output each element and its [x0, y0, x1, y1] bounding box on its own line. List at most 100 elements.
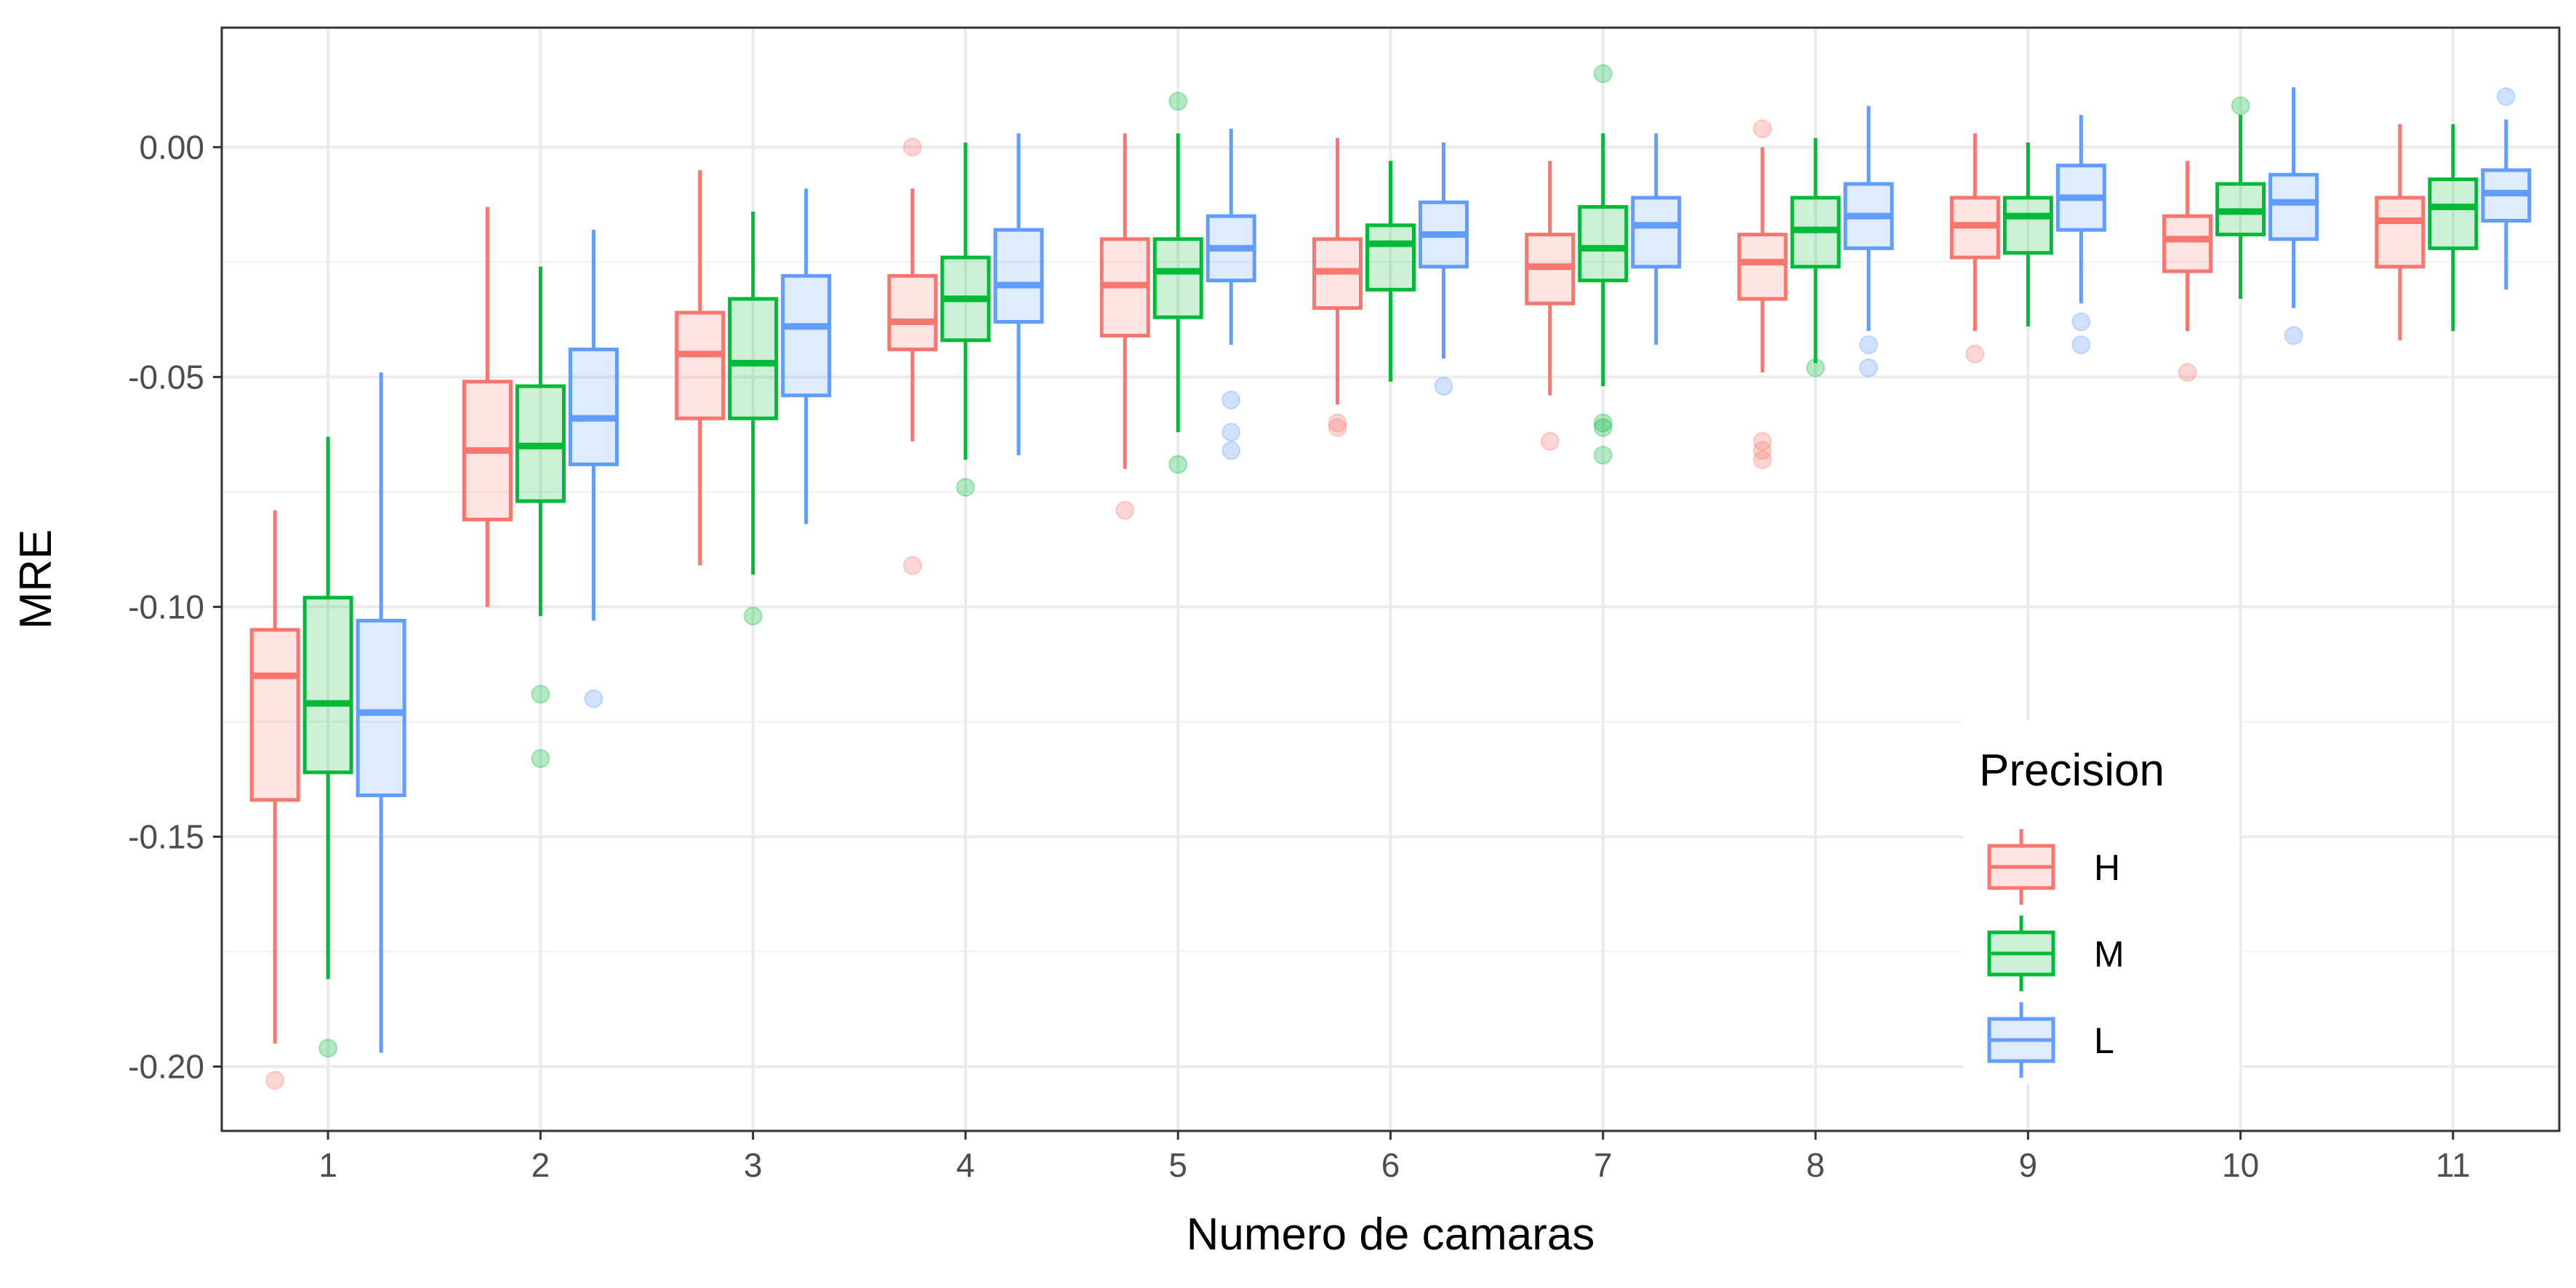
x-tick-label: 5 [1168, 1146, 1187, 1184]
outlier-point [1115, 500, 1135, 520]
box-H-3 [675, 169, 726, 566]
y-tick-label: -0.15 [128, 817, 204, 855]
outlier-point [531, 749, 550, 769]
x-tick-label: 2 [531, 1146, 550, 1184]
outlier-point [1328, 417, 1347, 437]
box-L-3 [781, 188, 832, 524]
box-M-2 [515, 266, 566, 769]
outlier-point [1753, 441, 1773, 460]
outlier-point [1221, 390, 1241, 409]
box-L-7 [1631, 133, 1682, 345]
x-tick-label: 7 [1594, 1146, 1613, 1184]
box-body [302, 596, 353, 775]
outlier-point [1540, 431, 1560, 451]
outlier-point [1859, 358, 1879, 377]
box-body [1152, 237, 1203, 319]
box-L-10 [2268, 87, 2319, 345]
x-tick-label: 9 [2019, 1146, 2038, 1184]
outlier-point [2178, 363, 2197, 383]
box-series [249, 64, 2532, 1090]
y-tick-label: -0.05 [128, 358, 204, 396]
outlier-point [1753, 450, 1773, 470]
outlier-point [1753, 431, 1773, 451]
y-tick-label: 0.00 [139, 128, 204, 166]
box-L-9 [2055, 115, 2106, 355]
legend-keys: H M L [1987, 829, 2124, 1078]
outlier-point [955, 478, 975, 497]
x-tick-label: 10 [2222, 1146, 2259, 1184]
y-tick-label: -0.10 [128, 588, 204, 625]
box-M-7 [1578, 64, 1629, 465]
box-L-1 [356, 372, 406, 1053]
box-L-2 [568, 230, 619, 708]
x-tick-label: 6 [1381, 1146, 1400, 1184]
outlier-point [1328, 413, 1347, 433]
box-body [356, 618, 406, 798]
outlier-point [1806, 358, 1826, 377]
outlier-point [584, 689, 603, 708]
box-body [1737, 232, 1788, 301]
box-H-11 [2375, 124, 2425, 340]
outlier-point [2071, 335, 2091, 355]
box-L-11 [2481, 87, 2532, 290]
box-body [2162, 214, 2213, 273]
box-body [2268, 172, 2319, 241]
box-M-4 [940, 143, 991, 497]
outlier-point [1221, 423, 1241, 442]
box-L-6 [1419, 143, 1469, 396]
box-H-5 [1099, 133, 1150, 520]
outlier-point [1593, 413, 1613, 433]
x-tick-label: 1 [318, 1146, 337, 1184]
y-tick-label: -0.20 [128, 1048, 204, 1086]
box-M-9 [2002, 143, 2053, 327]
box-M-11 [2428, 124, 2479, 332]
box-body [781, 273, 832, 398]
box-M-5 [1152, 92, 1203, 474]
box-M-6 [1365, 161, 1416, 382]
outlier-point [265, 1071, 285, 1090]
x-tick-label: 11 [2436, 1146, 2471, 1184]
outlier-point [318, 1039, 338, 1058]
x-tick-label: 4 [956, 1146, 975, 1184]
legend-key-H: H [1987, 829, 2120, 905]
box-body [887, 273, 938, 351]
x-tick-label: 3 [744, 1146, 763, 1184]
outlier-point [902, 556, 922, 575]
legend-key-L: L [1987, 1002, 2114, 1078]
box-M-1 [302, 436, 353, 1058]
box-M-10 [2215, 96, 2266, 299]
outlier-point [1434, 377, 1453, 396]
outlier-point [2071, 312, 2091, 332]
x-axis-title: Numero de camaras [1187, 1209, 1595, 1260]
outlier-point [1168, 455, 1188, 474]
y-axis-title: MRE [11, 529, 61, 630]
box-M-8 [1790, 137, 1841, 377]
box-body [728, 297, 779, 420]
box-H-4 [887, 137, 938, 575]
box-H-8 [1737, 119, 1788, 470]
box-body [993, 228, 1044, 324]
box-body [249, 628, 300, 802]
outlier-point [1753, 119, 1773, 139]
legend: Precision H M L [1963, 720, 2239, 1084]
box-H-2 [462, 207, 513, 607]
x-axis: 1 2 3 4 5 6 7 8 9 10 11 [318, 1131, 2471, 1184]
box-H-1 [249, 510, 300, 1090]
legend-label-M: M [2094, 934, 2124, 975]
box-body [1578, 205, 1629, 283]
outlier-point [1593, 445, 1613, 465]
box-body [568, 347, 619, 466]
outlier-point [2231, 96, 2250, 116]
box-body [1365, 223, 1416, 292]
outlier-point [2496, 87, 2516, 106]
box-body [2428, 177, 2479, 250]
legend-key-M: M [1987, 916, 2124, 991]
outlier-point [2284, 326, 2303, 345]
box-L-8 [1843, 105, 1894, 377]
legend-label-L: L [2094, 1020, 2114, 1061]
outlier-point [1221, 441, 1241, 460]
box-body [2002, 196, 2053, 255]
box-body [2375, 196, 2425, 269]
x-tick-label: 8 [1806, 1146, 1825, 1184]
outlier-point [1859, 335, 1879, 355]
